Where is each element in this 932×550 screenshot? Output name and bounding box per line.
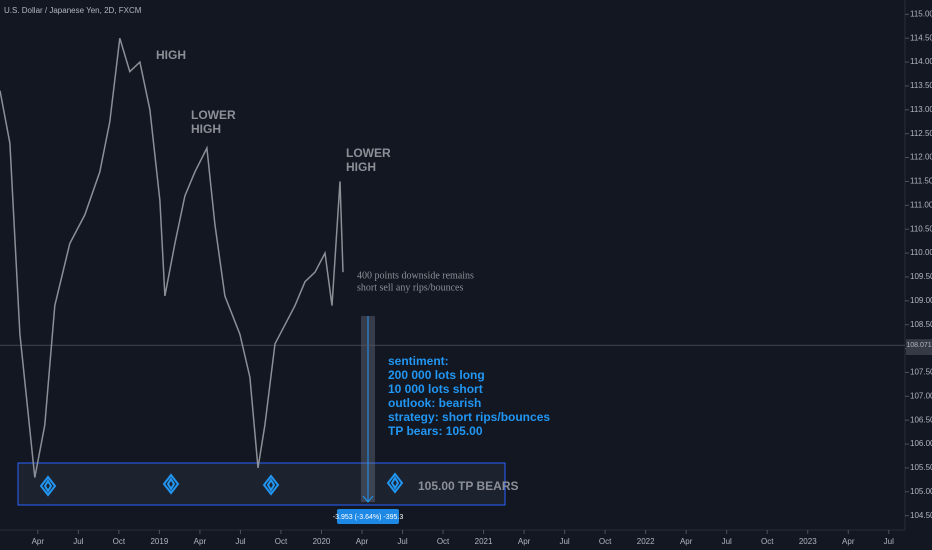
x-tick-label: 2022 bbox=[637, 537, 655, 546]
y-tick-label: 112.000 bbox=[910, 153, 932, 162]
y-tick-label: 110.500 bbox=[910, 224, 932, 233]
x-tick-label: Oct bbox=[275, 537, 288, 546]
x-tick-label: Jul bbox=[722, 537, 732, 546]
y-tick-label: 113.500 bbox=[910, 81, 932, 90]
x-tick-label: Jul bbox=[73, 537, 83, 546]
price-line bbox=[0, 37, 344, 478]
y-tick-label: 104.500 bbox=[910, 511, 932, 520]
lower-high-label: HIGH bbox=[191, 122, 221, 136]
x-tick-label: Apr bbox=[518, 537, 531, 546]
y-tick-label: 105.000 bbox=[910, 487, 932, 496]
zone-label: 105.00 TP BEARS bbox=[418, 479, 519, 493]
x-tick-label: Oct bbox=[761, 537, 774, 546]
x-tick-label: Apr bbox=[32, 537, 45, 546]
x-tick-label: Oct bbox=[113, 537, 126, 546]
sentiment-line: TP bears: 105.00 bbox=[388, 424, 483, 438]
x-tick-label: 2019 bbox=[150, 537, 168, 546]
high-label: HIGH bbox=[156, 48, 186, 62]
x-tick-label: Apr bbox=[842, 537, 855, 546]
measure-label-box bbox=[337, 509, 399, 524]
sentiment-line: 10 000 lots short bbox=[388, 382, 483, 396]
sentiment-line: sentiment: bbox=[388, 354, 449, 368]
lower-high-label: LOWER bbox=[191, 108, 236, 122]
y-tick-label: 107.500 bbox=[910, 368, 932, 377]
y-tick-label: 106.500 bbox=[910, 415, 932, 424]
sentiment-line: strategy: short rips/bounces bbox=[388, 410, 550, 424]
icon bbox=[386, 472, 404, 494]
note: short sell any rips/bounces bbox=[357, 282, 463, 293]
x-tick-label: 2023 bbox=[799, 537, 817, 546]
x-tick-label: Jul bbox=[235, 537, 245, 546]
y-tick-label: 111.000 bbox=[910, 200, 932, 209]
y-tick-label: 110.000 bbox=[910, 248, 932, 257]
y-tick-label: 114.500 bbox=[910, 33, 932, 42]
lower-high-label: HIGH bbox=[346, 160, 376, 174]
icons bbox=[39, 472, 404, 497]
lower-high-label: LOWER bbox=[346, 146, 391, 160]
icon bbox=[39, 475, 57, 497]
x-tick-label: Apr bbox=[680, 537, 693, 546]
y-tick-label: 111.500 bbox=[910, 177, 932, 186]
x-tick-label: Jul bbox=[559, 537, 569, 546]
y-tick-label: 113.000 bbox=[910, 105, 932, 114]
measure-arrowhead bbox=[362, 495, 374, 503]
measure-label: -3.953 (-3.64%) -395.3 bbox=[333, 514, 404, 521]
x-tick-label: Jul bbox=[884, 537, 894, 546]
last-price-label: 108.071 bbox=[906, 342, 931, 349]
x-tick-label: 2020 bbox=[313, 537, 331, 546]
y-tick-label: 114.000 bbox=[910, 57, 932, 66]
icon bbox=[262, 474, 280, 496]
y-tick-label: 105.500 bbox=[910, 463, 932, 472]
note: 400 points downside remains bbox=[357, 270, 474, 281]
sentiment-line: 200 000 lots long bbox=[388, 368, 485, 382]
x-tick-label: Oct bbox=[599, 537, 612, 546]
x-tick-label: Apr bbox=[356, 537, 369, 546]
chart-title: U.S. Dollar / Japanese Yen, 2D, FXCM bbox=[4, 6, 142, 15]
x-tick-label: 2021 bbox=[475, 537, 493, 546]
y-tick-label: 108.500 bbox=[910, 320, 932, 329]
y-tick-label: 107.000 bbox=[910, 391, 932, 400]
x-tick-label: Oct bbox=[437, 537, 450, 546]
y-tick-label: 106.000 bbox=[910, 439, 932, 448]
x-tick-label: Jul bbox=[397, 537, 407, 546]
y-tick-label: 112.500 bbox=[910, 129, 932, 138]
y-tick-label: 115.000 bbox=[910, 9, 932, 18]
y-tick-label: 109.000 bbox=[910, 296, 932, 305]
x-tick-label: Apr bbox=[194, 537, 207, 546]
icon bbox=[162, 473, 180, 495]
sentiment-line: outlook: bearish bbox=[388, 396, 481, 410]
y-tick-label: 109.500 bbox=[910, 272, 932, 281]
tp-zone bbox=[17, 462, 506, 506]
last-price-box bbox=[906, 339, 932, 352]
